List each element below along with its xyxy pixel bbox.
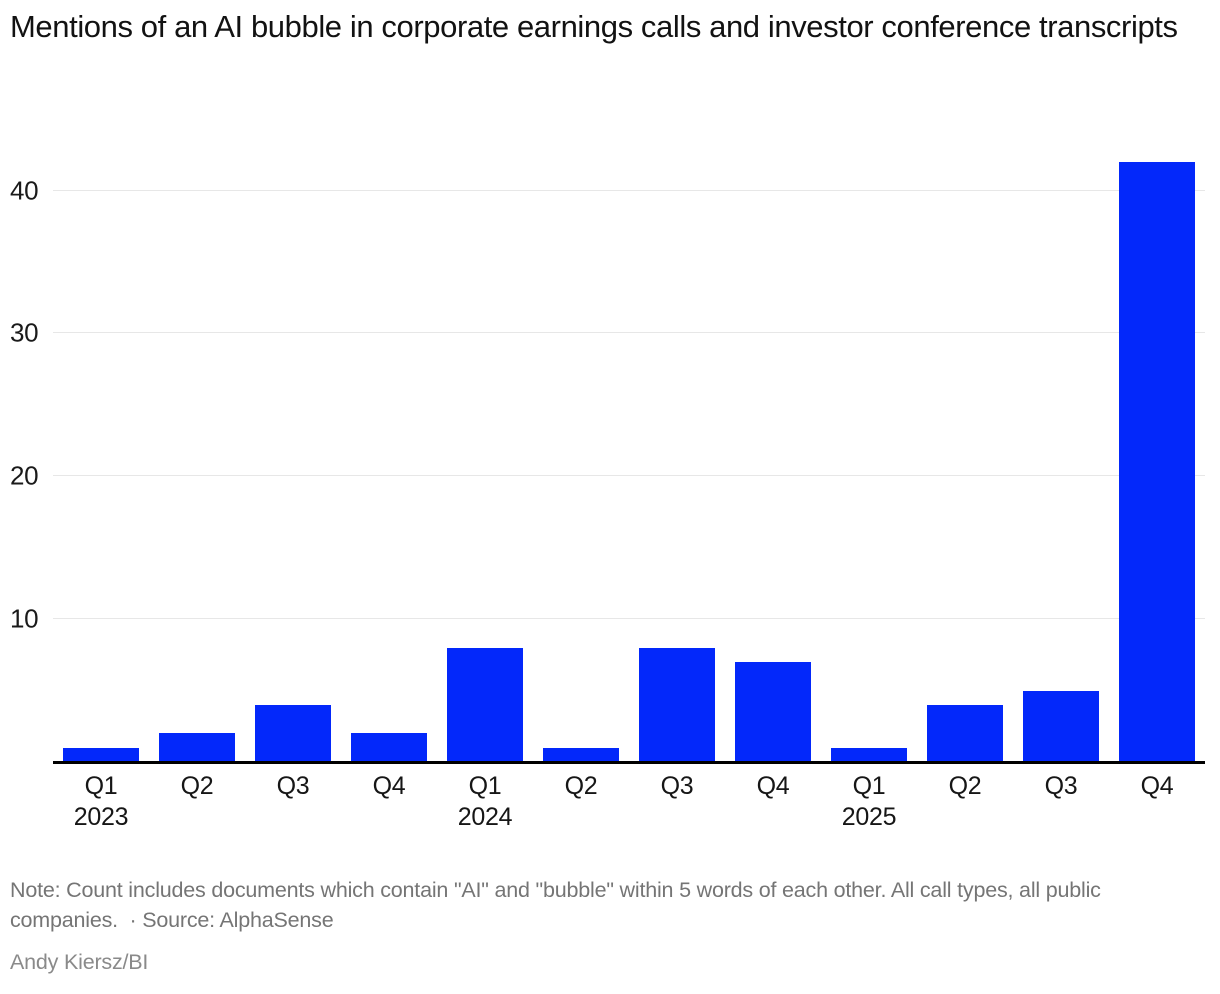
x-tick-quarter: Q1 <box>84 772 118 800</box>
credit: Andy Kiersz/BI <box>10 950 149 974</box>
x-tick-label-q3-2024: Q3 <box>629 771 725 833</box>
x-tick-quarter: Q3 <box>1044 772 1078 800</box>
x-tick-quarter: Q3 <box>276 772 310 800</box>
bar-slot-q3-2025 <box>1013 162 1109 762</box>
x-tick-label-q4-2025: Q4 <box>1109 771 1205 833</box>
gridline-10 <box>53 618 1205 620</box>
bar-slot-q4-2024 <box>725 162 821 762</box>
x-tick-year: 2024 <box>457 803 513 831</box>
x-tick-quarter: Q1 <box>468 772 502 800</box>
x-tick-label-q2-2023: Q2 <box>149 771 245 833</box>
gridline-20 <box>53 475 1205 477</box>
bar-q3-2025 <box>1022 690 1100 762</box>
x-tick-year: 2025 <box>841 803 897 831</box>
bar-slot-q2-2024 <box>533 162 629 762</box>
bar-q2-2024 <box>542 747 620 762</box>
x-tick-label-q2-2025: Q2 <box>917 771 1013 833</box>
bar-q3-2024 <box>638 647 716 762</box>
x-tick-quarter: Q2 <box>180 772 214 800</box>
x-tick-label-q3-2023: Q3 <box>245 771 341 833</box>
x-axis-labels: Q1 2023 Q2 Q3 Q4 Q1 2024 Q2 Q3 Q4 Q1 2025 Q2 Q3 Q4 <box>53 771 1205 833</box>
x-tick-quarter: Q4 <box>1140 772 1174 800</box>
bar-series <box>53 162 1205 762</box>
bar-slot-q1-2023 <box>53 162 149 762</box>
x-tick-quarter: Q3 <box>660 772 694 800</box>
bar-q2-2023 <box>158 733 236 762</box>
bar-slot-q1-2024 <box>437 162 533 762</box>
gridline-40 <box>53 189 1205 191</box>
x-tick-quarter: Q1 <box>852 772 886 800</box>
x-tick-label-q1-2023: Q1 2023 <box>53 771 149 833</box>
x-tick-label-q1-2024: Q1 2024 <box>437 771 533 833</box>
bar-q1-2023 <box>62 747 140 762</box>
bar-slot-q2-2025 <box>917 162 1013 762</box>
bar-slot-q1-2025 <box>821 162 917 762</box>
bar-slot-q4-2023 <box>341 162 437 762</box>
x-tick-label-q1-2025: Q1 2025 <box>821 771 917 833</box>
y-tick-label-10: 10 <box>10 603 39 634</box>
bar-slot-q3-2024 <box>629 162 725 762</box>
chart-title: Mentions of an AI bubble in corporate ea… <box>10 9 1178 44</box>
x-tick-quarter: Q2 <box>948 772 982 800</box>
x-tick-label-q2-2024: Q2 <box>533 771 629 833</box>
bar-q4-2025 <box>1118 162 1196 762</box>
x-tick-quarter: Q4 <box>756 772 790 800</box>
y-tick-label-30: 30 <box>10 317 39 348</box>
x-tick-quarter: Q4 <box>372 772 406 800</box>
bar-q4-2024 <box>734 662 812 762</box>
x-tick-label-q4-2024: Q4 <box>725 771 821 833</box>
bar-q2-2025 <box>926 704 1004 762</box>
bar-q1-2024 <box>446 647 524 762</box>
bar-slot-q3-2023 <box>245 162 341 762</box>
x-tick-label-q3-2025: Q3 <box>1013 771 1109 833</box>
x-tick-year: 2023 <box>73 803 129 831</box>
bar-slot-q2-2023 <box>149 162 245 762</box>
bar-q3-2023 <box>254 704 332 762</box>
plot-area <box>53 162 1205 764</box>
x-axis-line <box>53 761 1205 764</box>
y-tick-label-40: 40 <box>10 175 39 206</box>
footnote: Note: Count includes documents which con… <box>10 878 1107 932</box>
x-tick-quarter: Q2 <box>564 772 598 800</box>
bar-slot-q4-2025 <box>1109 162 1205 762</box>
x-tick-label-q4-2023: Q4 <box>341 771 437 833</box>
bar-q1-2025 <box>830 747 908 762</box>
y-tick-label-20: 20 <box>10 460 39 491</box>
gridline-30 <box>53 332 1205 334</box>
bar-q4-2023 <box>350 733 428 762</box>
